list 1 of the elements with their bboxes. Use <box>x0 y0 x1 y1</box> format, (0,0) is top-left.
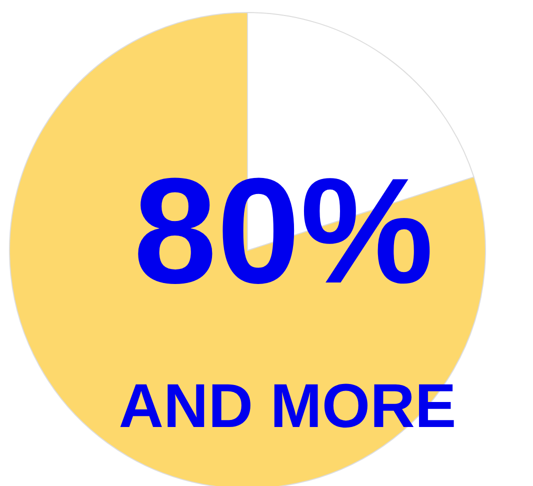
text: 80% <box>133 146 434 314</box>
